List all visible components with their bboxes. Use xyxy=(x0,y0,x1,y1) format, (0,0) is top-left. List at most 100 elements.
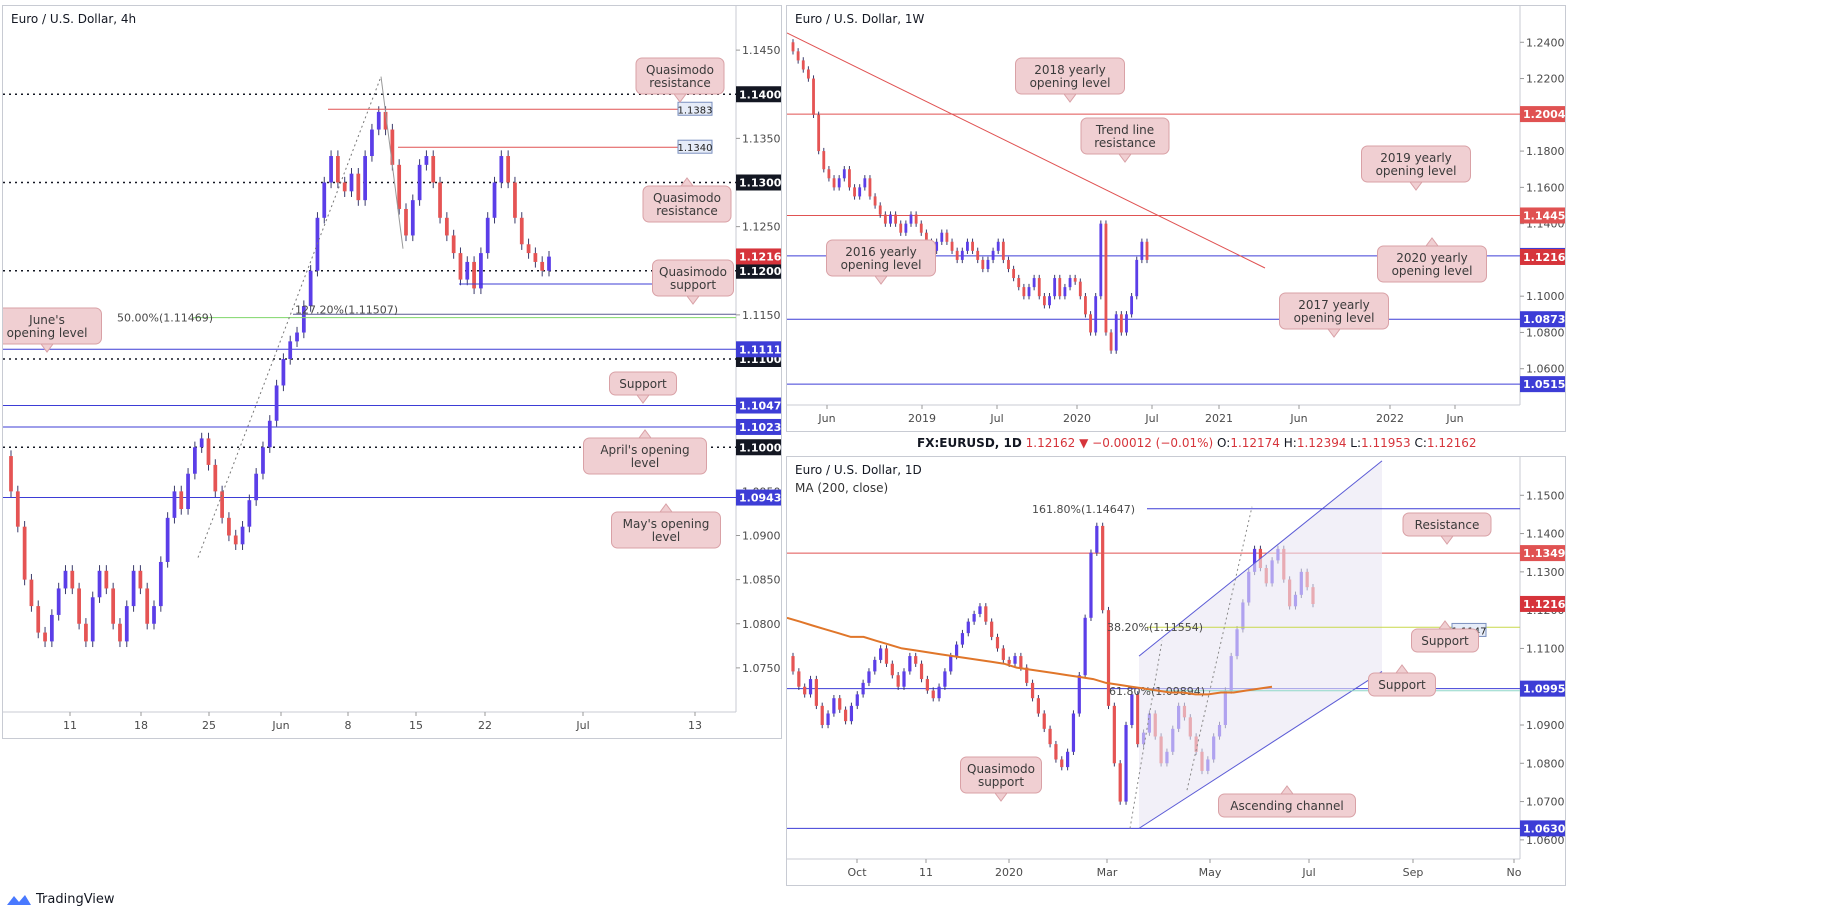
ascending-channel-fill xyxy=(1139,460,1382,829)
candle-body xyxy=(301,306,306,333)
candle-body xyxy=(124,606,129,642)
level-price-tag-text: 1.12000 xyxy=(739,265,781,278)
candle-body xyxy=(812,78,815,115)
x-tick-label: 22 xyxy=(478,719,492,732)
candle-body xyxy=(1027,287,1031,297)
candle-body xyxy=(438,182,442,218)
candle-body xyxy=(868,178,872,197)
candle-body xyxy=(397,164,402,209)
candle-body xyxy=(978,606,982,614)
y-tick-label: 1.11500 xyxy=(742,309,781,322)
candle-body xyxy=(118,623,122,642)
candle-body xyxy=(90,597,95,642)
candle-body xyxy=(227,517,231,536)
callout-2020-yearly-opening-text: opening level xyxy=(1392,264,1473,278)
callout-resistance-pointer xyxy=(1440,535,1454,545)
chart-1w-title: Euro / U.S. Dollar, 1W xyxy=(795,12,925,26)
candle-body xyxy=(329,156,333,183)
candle-body xyxy=(849,705,854,722)
candle-body xyxy=(1048,296,1051,306)
callout-quasimodo-support-text: Quasimodo xyxy=(967,762,1035,776)
candle-body xyxy=(954,644,959,657)
callout-2018-yearly-opening-text: 2018 yearly xyxy=(1034,63,1106,77)
chart-panel-4h[interactable]: 1.14500 1.14000 1.13500 1.13000 1.12500 1.120… xyxy=(2,5,782,739)
candle-body xyxy=(158,561,163,607)
candle-body xyxy=(1053,278,1057,297)
tradingview-brand[interactable]: TradingView xyxy=(6,892,115,907)
candle-body xyxy=(1099,223,1103,297)
candle-body xyxy=(1017,278,1021,288)
x-tick-label: Oct xyxy=(847,866,867,879)
candle-body xyxy=(1030,682,1035,699)
candle-body xyxy=(526,244,531,254)
level-price-tag xyxy=(736,174,781,191)
candle-body xyxy=(1104,223,1108,333)
callout-2020-yearly-opening-text: 2020 yearly xyxy=(1396,251,1468,265)
x-tick-label: 2019 xyxy=(908,412,936,425)
candle-body xyxy=(274,385,279,421)
candle-body xyxy=(925,679,929,691)
trend-line-resistance xyxy=(787,32,1266,269)
chart-1d-canvas[interactable]: 1.150001.140001.130001.120001.110001.100… xyxy=(787,457,1565,885)
y-tick-label: 1.07500 xyxy=(742,662,781,675)
callout-quasimodo-resistance-mid-text: resistance xyxy=(656,204,718,218)
candle-body xyxy=(955,250,959,260)
level-price-tag xyxy=(736,439,781,456)
x-tick-label: 25 xyxy=(202,719,216,732)
candle-body xyxy=(1124,725,1128,802)
candle-body xyxy=(889,214,892,224)
candle-body xyxy=(1125,314,1128,333)
candle-body xyxy=(1136,694,1140,745)
candle-body xyxy=(1094,296,1098,333)
symbol-info-bar: FX:EURUSD, 1D 1.12162 ▼ −0.00012 (−0.01%… xyxy=(917,436,1477,450)
y-tick-label: 1.16000 xyxy=(1526,181,1565,194)
callout-support-lower-text: Support xyxy=(1378,678,1426,692)
y-tick-label: 1.14000 xyxy=(1526,528,1565,541)
small-price-tag-text: 1.1340 xyxy=(678,143,713,154)
candle-body xyxy=(806,69,810,79)
x-tick-label: Jul xyxy=(575,719,589,732)
candle-body xyxy=(1001,648,1005,660)
chart-panel-1d[interactable]: 1.150001.140001.130001.120001.110001.100… xyxy=(786,456,1566,886)
candle-body xyxy=(976,250,980,260)
callout-quasimodo-support-text: support xyxy=(670,278,716,292)
candle-body xyxy=(342,182,347,192)
x-tick-label: Sep xyxy=(1403,866,1424,879)
callout-ascending-channel-text: Ascending channel xyxy=(1230,799,1344,813)
candle-body xyxy=(370,129,374,157)
candle-body xyxy=(1118,763,1122,802)
candle-body xyxy=(336,156,340,183)
chart-4h-canvas[interactable]: 1.14500 1.14000 1.13500 1.13000 1.12500 1.120… xyxy=(3,6,781,738)
callout-2017-yearly-opening-text: opening level xyxy=(1294,311,1375,325)
candle-body xyxy=(390,129,395,165)
candle-body xyxy=(894,214,898,224)
candle-body xyxy=(1140,241,1144,260)
current-price-tag xyxy=(1520,248,1565,265)
candle-body xyxy=(873,196,877,206)
level-price-tag xyxy=(1520,376,1565,393)
candle-body xyxy=(919,663,924,680)
callout-trend-line-resistance-text: resistance xyxy=(1094,136,1156,150)
candle-body xyxy=(855,694,859,706)
level-price-tag-text: 1.13000 xyxy=(739,177,781,190)
candle-body xyxy=(797,671,801,687)
chart-panel-1w[interactable]: 1.240001.220001.200001.180001.160001.140… xyxy=(786,5,1566,432)
callout-junes-opening-level-pointer xyxy=(40,343,54,353)
level-price-tag-text: 1.10473 xyxy=(739,400,781,413)
candle-body xyxy=(199,438,204,448)
fib-161-label: 161.80%(1.14647) xyxy=(1032,503,1135,516)
price-change: −0.00012 (−0.01%) xyxy=(1092,436,1214,450)
level-price-tag-text: 1.10000 xyxy=(739,441,781,454)
candle-body xyxy=(984,606,988,622)
level-price-tag xyxy=(1520,820,1565,837)
level-price-tag xyxy=(736,341,781,358)
candle-body xyxy=(492,182,497,218)
candle-body xyxy=(1013,656,1017,664)
callout-quasimodo-support-pointer xyxy=(994,792,1008,802)
candle-body xyxy=(104,570,109,589)
chart-1w-canvas[interactable]: 1.240001.220001.200001.180001.160001.140… xyxy=(787,6,1565,431)
callout-2019-yearly-opening-text: 2019 yearly xyxy=(1380,151,1452,165)
candle-body xyxy=(791,656,795,672)
small-price-tag xyxy=(677,101,713,116)
candle-body xyxy=(838,698,842,710)
